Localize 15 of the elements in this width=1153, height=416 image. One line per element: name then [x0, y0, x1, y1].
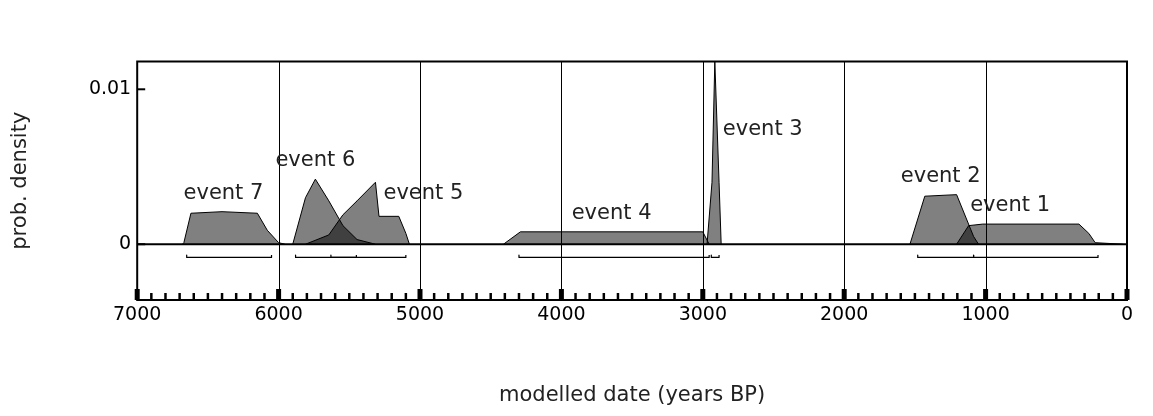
x-tick-label: 3000	[678, 302, 727, 325]
x-axis-title: modelled date (years BP)	[499, 381, 766, 406]
x-tick-label: 1000	[961, 302, 1010, 325]
x-tick-label: 7000	[113, 302, 162, 325]
series-label: event 4	[571, 199, 652, 224]
series-label: event 7	[183, 179, 264, 204]
series-label: event 2	[900, 162, 981, 187]
x-tick-label: 6000	[254, 302, 303, 325]
x-tick-label: 0	[1120, 302, 1134, 325]
y-axis-title: prob. density	[7, 111, 32, 250]
x-tick-label: 5000	[395, 302, 445, 325]
x-tick-label: 4000	[537, 302, 586, 325]
x-tick-label: 2000	[820, 302, 869, 325]
series-label: event 3	[722, 115, 803, 140]
y-tick-label: 0.01	[88, 76, 132, 99]
